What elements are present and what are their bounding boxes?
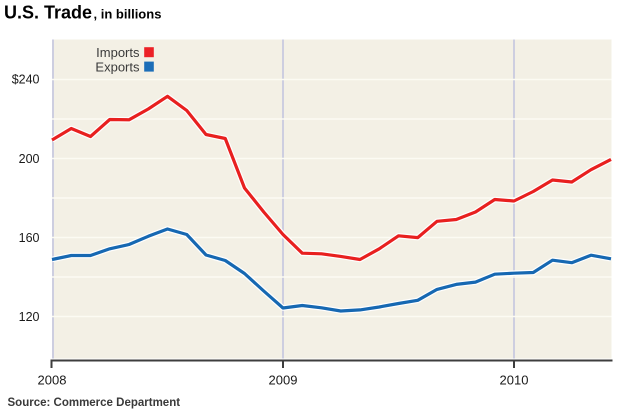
svg-text:$240: $240 <box>12 72 40 86</box>
svg-text:Imports: Imports <box>96 45 140 60</box>
svg-text:2010: 2010 <box>500 373 529 388</box>
svg-text:Source: Commerce Department: Source: Commerce Department <box>8 397 181 409</box>
svg-text:Exports: Exports <box>95 59 140 74</box>
svg-text:200: 200 <box>19 152 40 166</box>
svg-text:2008: 2008 <box>38 373 67 388</box>
svg-text:120: 120 <box>19 310 40 324</box>
svg-text:160: 160 <box>19 231 40 245</box>
svg-text:U.S. Trade, in billions: U.S. Trade, in billions <box>4 3 161 23</box>
svg-text:2009: 2009 <box>269 373 298 388</box>
